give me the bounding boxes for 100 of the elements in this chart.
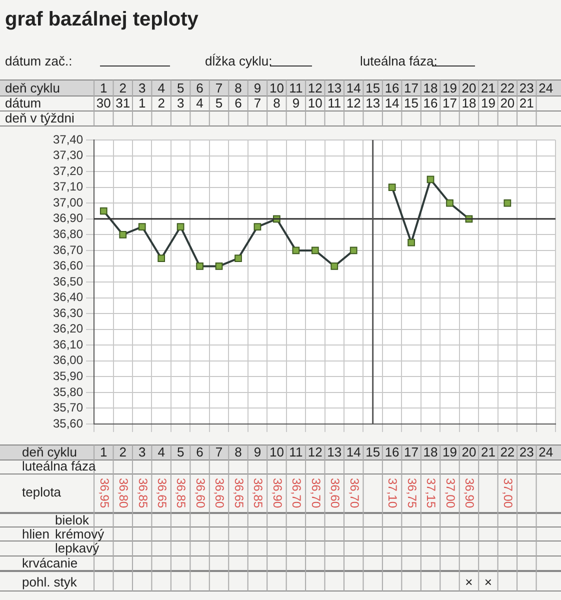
- text: 3: [176, 96, 184, 111]
- text: 4: [196, 96, 204, 111]
- y-tick-label: 35,90: [53, 368, 84, 383]
- data-label: 36,60: [193, 478, 208, 508]
- x-tick-label: 17: [404, 444, 419, 460]
- y-tick-label: 37,40: [53, 132, 84, 146]
- data-label: 36,90: [462, 478, 477, 508]
- text: 1: [138, 96, 146, 111]
- y-tick-label: 37,10: [53, 180, 84, 194]
- x-tick-label: 14: [346, 444, 361, 460]
- x-tick-label: 15: [366, 444, 380, 460]
- text: ×: [465, 574, 473, 590]
- data-label: 36,65: [155, 478, 170, 508]
- data-label: 36,65: [232, 478, 246, 508]
- x-tick-label: 12: [308, 444, 322, 460]
- category-label: 20: [462, 80, 476, 96]
- category-label: 19: [442, 80, 457, 96]
- point: [330, 262, 338, 270]
- data-label: 36,75: [404, 478, 419, 508]
- text: deň v týždni: [5, 110, 74, 126]
- text: 21: [519, 96, 534, 111]
- point: [292, 246, 300, 254]
- category-label: 21: [480, 80, 496, 96]
- text: 12: [346, 96, 361, 111]
- text: 5: [215, 96, 223, 111]
- text: lepkavý: [55, 540, 100, 556]
- x-tick-label: 1: [100, 444, 108, 460]
- category-label: 16: [384, 80, 400, 96]
- x-tick-label: 9: [254, 444, 262, 460]
- point: [234, 254, 242, 262]
- category-label: 7: [215, 80, 223, 96]
- text: 31: [116, 96, 130, 111]
- category-label: 4: [158, 80, 165, 96]
- text: dĺžka cyklu:: [205, 54, 272, 69]
- text: 13: [366, 96, 380, 111]
- point: [138, 223, 146, 230]
- text: 10: [308, 96, 322, 111]
- category-label: 6: [196, 80, 204, 96]
- point: [215, 262, 223, 270]
- text: 11: [328, 96, 342, 111]
- text: 2: [158, 96, 165, 111]
- data-label: 36,70: [347, 478, 362, 508]
- point: [100, 207, 108, 215]
- y-tick-label: 37,20: [53, 164, 84, 178]
- data-label: 37,00: [501, 478, 516, 508]
- text: 17: [442, 96, 457, 111]
- x-tick-label: 4: [158, 444, 165, 460]
- text: deň cyklu: [22, 444, 77, 460]
- category-label: 10: [269, 80, 284, 96]
- text: luteálna fáza:: [360, 54, 438, 69]
- text: 16: [423, 96, 438, 111]
- category-label: 8: [234, 80, 242, 96]
- text: 7: [254, 96, 262, 111]
- point: [388, 184, 396, 192]
- point: [311, 246, 319, 254]
- text: 20: [500, 96, 515, 111]
- text: 18: [462, 96, 476, 111]
- x-tick-label: 13: [327, 444, 342, 460]
- text: deň cyklu: [5, 80, 60, 96]
- point: [408, 238, 415, 246]
- y-tick-label: 36,10: [53, 337, 84, 352]
- category-label: 9: [254, 80, 262, 96]
- y-tick-label: 36,20: [53, 322, 84, 336]
- data-label: 36,95: [97, 478, 112, 508]
- category-label: 1: [100, 80, 108, 96]
- x-tick-label: 18: [423, 444, 438, 460]
- text: bielok: [55, 512, 90, 528]
- x-tick-label: 16: [384, 444, 400, 460]
- text: krvácanie: [22, 556, 78, 571]
- x-tick-label: 2: [119, 444, 126, 460]
- y-tick-label: 35,80: [53, 384, 84, 399]
- y-tick-label: 36,70: [53, 242, 84, 257]
- data-label: 36,60: [328, 478, 342, 508]
- point: [446, 199, 454, 207]
- text: krémový: [55, 526, 105, 542]
- data-label: 37,10: [386, 478, 400, 508]
- point: [504, 199, 512, 207]
- category-label: 17: [404, 80, 419, 96]
- category-label: 14: [346, 80, 361, 96]
- y-tick-label: 36,50: [53, 274, 84, 288]
- text: ×: [484, 574, 492, 590]
- text: 15: [404, 96, 419, 111]
- x-tick-label: 10: [269, 444, 284, 460]
- category-label: 12: [308, 80, 322, 96]
- x-tick-label: 22: [500, 444, 515, 460]
- text: dátum zač.:: [5, 54, 72, 69]
- data-label: 36,70: [308, 478, 323, 508]
- data-label: 36,85: [136, 478, 150, 508]
- text: 19: [480, 96, 496, 111]
- point: [254, 223, 262, 230]
- y-tick-label: 36,60: [53, 258, 84, 273]
- category-label: 18: [423, 80, 438, 96]
- y-tick-label: 35,60: [53, 416, 84, 430]
- category-label: 2: [119, 80, 126, 96]
- data-label: 36,70: [290, 478, 304, 508]
- x-tick-label: 24: [538, 444, 554, 460]
- text: pohl. styk: [22, 574, 78, 590]
- x-tick-label: 7: [215, 444, 223, 460]
- text: dátum: [5, 96, 42, 111]
- text: 30: [96, 96, 111, 111]
